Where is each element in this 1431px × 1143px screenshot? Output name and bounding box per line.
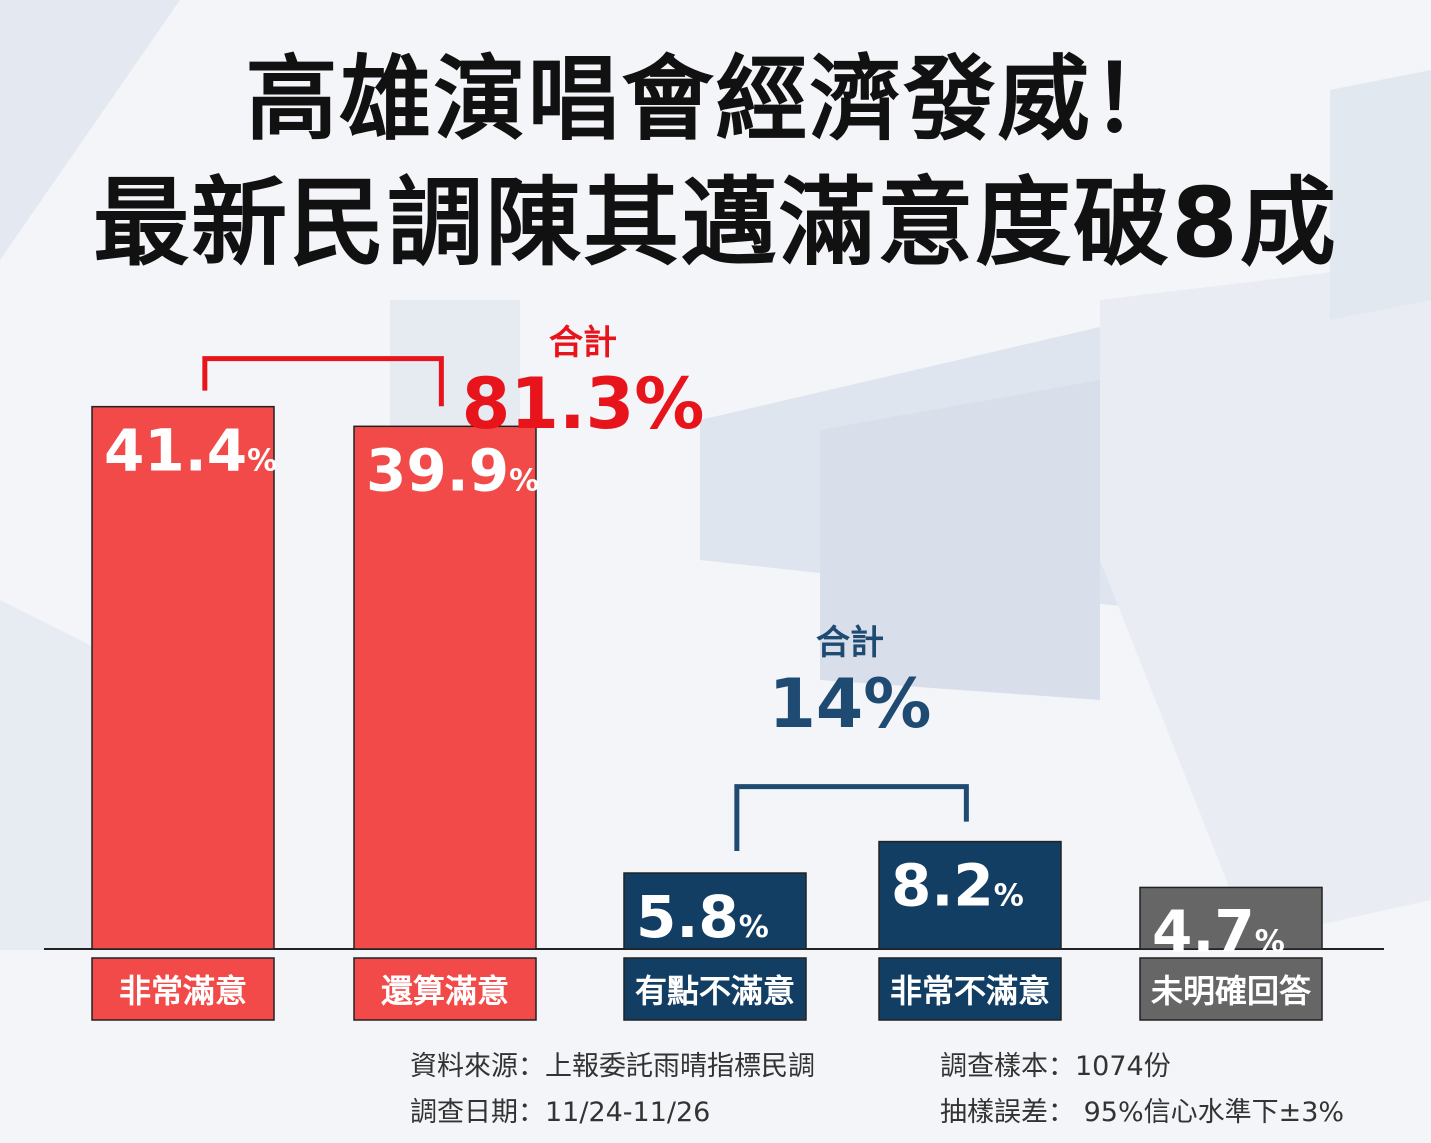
group-total-satisfied: 81.3%	[462, 363, 705, 445]
group-label-dissatisfied: 合計	[816, 623, 884, 663]
data-label-somewhat-dissatisfied: 5.8%	[636, 883, 769, 951]
group-total-dissatisfied: 14%	[769, 665, 932, 744]
data-label-somewhat-satisfied: 39.9%	[366, 436, 539, 504]
footer-error: 抽樣誤差： 95%信心水準下±3%	[940, 1097, 1345, 1128]
category-box-very-dissatisfied	[878, 957, 1062, 1021]
footer-sample: 調查樣本：1074份	[940, 1051, 1171, 1082]
bar-somewhat-dissatisfied	[623, 872, 807, 950]
tick-label-very-satisfied: 非常滿意	[119, 972, 247, 1010]
chart-title-line-1: 高雄演唱會經濟發威！	[245, 46, 1186, 153]
group-label-satisfied: 合計	[549, 323, 617, 363]
data-label-very-dissatisfied: 8.2%	[891, 852, 1024, 920]
tick-label-somewhat-satisfied: 還算滿意	[381, 972, 509, 1010]
data-label-very-satisfied: 41.4%	[104, 417, 277, 485]
group-bracket-dissatisfied	[734, 784, 969, 852]
bar-very-dissatisfied	[878, 840, 1062, 950]
tick-label-very-dissatisfied: 非常不滿意	[890, 972, 1050, 1010]
tick-label-no-answer: 未明確回答	[1151, 972, 1312, 1010]
bar-somewhat-satisfied	[353, 425, 537, 950]
chart-title-line-2: 最新民調陳其邁滿意度破8成	[93, 167, 1338, 279]
group-bracket-satisfied	[202, 356, 444, 407]
category-box-no-answer	[1139, 957, 1323, 1021]
category-box-somewhat-satisfied	[353, 957, 537, 1021]
category-box-very-satisfied	[91, 957, 275, 1021]
footer-date: 調查日期：11/24-11/26	[410, 1097, 711, 1128]
tick-label-somewhat-dissatisfied: 有點不滿意	[635, 972, 795, 1010]
bar-no-answer	[1139, 886, 1323, 950]
bar-very-satisfied	[91, 405, 275, 950]
footer-source: 資料來源：上報委託雨晴指標民調	[410, 1051, 815, 1082]
category-box-somewhat-dissatisfied	[623, 957, 807, 1021]
data-label-no-answer: 4.7%	[1152, 897, 1285, 965]
